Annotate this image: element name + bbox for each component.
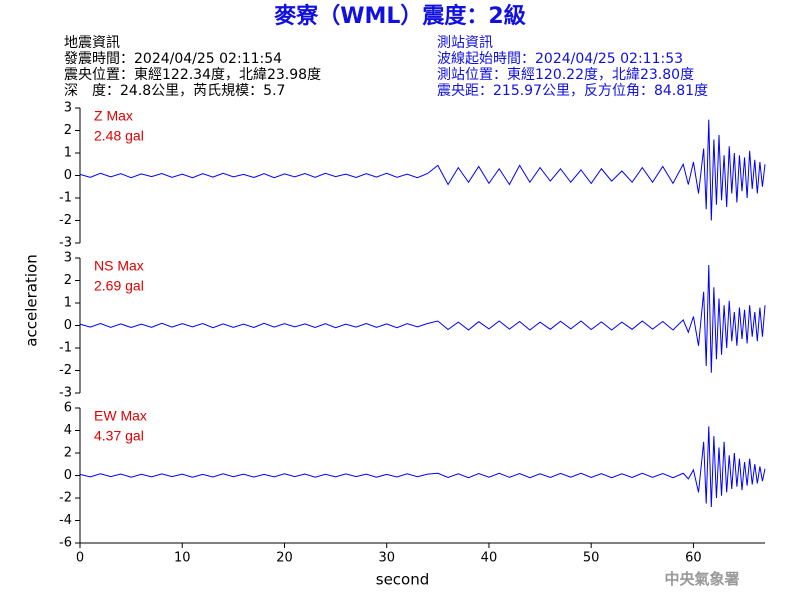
y-tick-label: -2	[59, 363, 72, 378]
x-tick-label: 30	[378, 551, 395, 566]
max-label: NS Max	[94, 258, 144, 274]
waveform	[79, 119, 766, 221]
y-tick-label: 0	[64, 468, 72, 483]
max-label: EW Max	[94, 408, 147, 424]
y-tick-label: 2	[64, 273, 72, 288]
y-tick-label: 0	[64, 168, 72, 183]
waveform	[79, 426, 766, 508]
x-tick-label: 50	[583, 551, 600, 566]
max-label: 2.69 gal	[94, 278, 144, 294]
y-tick-label: 2	[64, 446, 72, 461]
station-line: 測站資訊	[437, 35, 493, 51]
y-tick-label: 4	[64, 423, 72, 438]
footer: 中央氣象署	[664, 570, 739, 588]
y-tick-label: -1	[59, 341, 72, 356]
y-tick-label: 3	[64, 251, 72, 266]
y-tick-label: 3	[64, 101, 72, 116]
x-tick-label: 40	[481, 551, 498, 566]
y-tick-label: -4	[59, 513, 72, 528]
info-line: 地震資訊	[64, 35, 120, 51]
x-axis-label: second	[376, 571, 430, 589]
y-tick-label: 1	[64, 146, 72, 161]
y-tick-label: 2	[64, 123, 72, 138]
info-line: 深 度：24.8公里，芮氏規模：5.7	[64, 82, 285, 99]
y-tick-label: 0	[64, 318, 72, 333]
y-tick-label: -2	[59, 213, 72, 228]
station-line: 震央距：215.97公里，反方位角：84.81度	[437, 83, 708, 99]
max-label: 4.37 gal	[94, 428, 144, 444]
station-line: 測站位置：東經120.22度，北緯23.80度	[437, 67, 694, 83]
max-label: Z Max	[94, 108, 133, 124]
y-tick-label: -2	[59, 491, 72, 506]
station-line: 波線起始時間：2024/04/25 02:11:53	[437, 51, 683, 67]
y-tick-label: -1	[59, 191, 72, 206]
y-tick-label: 1	[64, 296, 72, 311]
y-tick-label: -6	[59, 536, 72, 551]
x-tick-label: 20	[276, 551, 293, 566]
waveform	[79, 264, 766, 373]
y-axis-label: acceleration	[23, 254, 41, 346]
chart-title: 麥寮（WML）震度：2級	[273, 3, 526, 29]
info-line: 震央位置：東經122.34度，北緯23.98度	[64, 67, 321, 83]
max-label: 2.48 gal	[94, 128, 144, 144]
y-tick-label: -3	[59, 236, 72, 251]
y-tick-label: -3	[59, 386, 72, 401]
x-tick-label: 60	[685, 551, 702, 566]
y-tick-label: 6	[64, 401, 72, 416]
x-tick-label: 0	[76, 551, 84, 566]
info-line: 發震時間：2024/04/25 02:11:54	[64, 51, 282, 67]
x-tick-label: 10	[174, 551, 191, 566]
